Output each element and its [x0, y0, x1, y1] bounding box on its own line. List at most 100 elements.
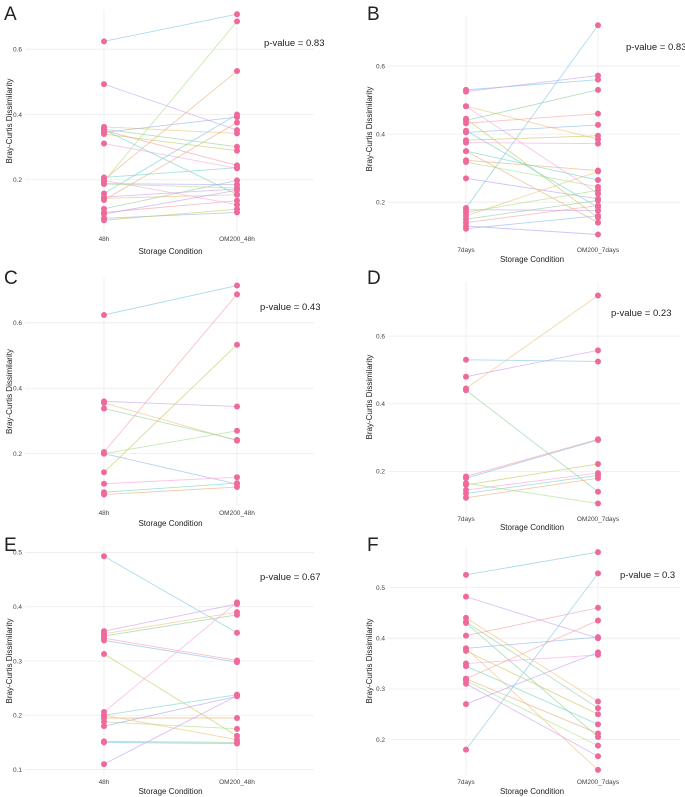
paired-line	[103, 70, 238, 181]
data-point	[234, 147, 240, 154]
paired-line	[465, 113, 599, 124]
data-point	[463, 632, 469, 639]
data-point	[463, 103, 469, 110]
data-point	[234, 474, 240, 481]
panel-letter: E	[4, 535, 17, 556]
y-axis-title: Bray-Curtis Dissimilarity	[365, 619, 374, 704]
y-axis-title: Bray-Curtis Dissimilarity	[5, 349, 14, 434]
paired-line	[103, 188, 238, 198]
panel-d: D 0.2 0.4 0.6 7days OM200_7days Storage Condit…	[365, 268, 680, 532]
paired-line	[465, 225, 599, 235]
data-point	[595, 22, 601, 29]
data-point	[234, 725, 240, 732]
paired-line	[103, 486, 238, 495]
data-point	[463, 645, 469, 652]
y-tick-label: 0.3	[13, 658, 22, 665]
paired-line	[103, 400, 238, 407]
p-value-label: p-value = 0.67	[260, 572, 320, 583]
data-point	[101, 450, 107, 457]
data-point	[595, 698, 601, 705]
data-point	[595, 766, 601, 773]
data-point	[595, 121, 601, 128]
paired-line	[465, 24, 599, 209]
paired-line	[465, 215, 599, 230]
data-point	[595, 705, 601, 712]
paired-line	[465, 150, 599, 223]
data-point	[595, 617, 601, 624]
paired-line	[465, 438, 599, 477]
y-tick-label: 0.2	[376, 469, 385, 476]
paired-line	[103, 130, 238, 166]
paired-line	[465, 142, 599, 145]
paired-line	[103, 408, 238, 441]
data-point	[595, 500, 601, 507]
data-point	[101, 211, 107, 218]
p-value-label: p-value = 0.83	[626, 42, 685, 53]
data-point	[234, 659, 240, 666]
data-point	[101, 650, 107, 657]
data-point	[595, 214, 601, 221]
paired-line	[465, 650, 599, 715]
y-tick-label: 0.6	[376, 333, 385, 340]
x-axis-title: Storage Condition	[500, 787, 564, 796]
paired-line	[465, 439, 599, 479]
paired-line	[465, 200, 599, 220]
panel-b: B 0.2 0.4 0.6 7days OM200_7days Storage Condit…	[365, 4, 685, 264]
paired-line	[103, 430, 238, 455]
y-axis-title: Bray-Curtis Dissimilarity	[365, 355, 374, 440]
y-tick-label: 0.2	[376, 199, 385, 206]
data-point	[595, 358, 601, 365]
paired-line	[103, 189, 238, 215]
paired-line	[103, 344, 238, 473]
data-point	[463, 148, 469, 155]
data-point	[595, 110, 601, 117]
panel-letter: F	[367, 535, 379, 556]
paired-line	[465, 161, 599, 188]
data-point	[101, 637, 107, 644]
data-point	[234, 692, 240, 699]
data-point	[101, 723, 107, 730]
paired-line	[465, 177, 599, 200]
data-point	[595, 488, 601, 495]
data-point	[463, 120, 469, 127]
paired-line	[465, 124, 599, 133]
data-point	[234, 291, 240, 298]
panel-a: A 0.2 0.4 0.6 48h OM200_48h Storage Condition B…	[4, 4, 324, 256]
paired-line	[465, 189, 599, 213]
data-point	[234, 611, 240, 618]
paired-line	[465, 596, 599, 639]
paired-line	[103, 482, 238, 493]
data-point	[101, 38, 107, 45]
data-point	[234, 403, 240, 410]
data-point	[101, 480, 107, 487]
y-tick-label: 0.5	[376, 585, 385, 592]
paired-line	[103, 208, 238, 221]
paired-line	[103, 83, 238, 131]
data-point	[234, 715, 240, 721]
paired-line	[465, 680, 599, 747]
data-point	[234, 191, 240, 198]
data-point	[234, 119, 240, 126]
paired-line	[103, 721, 238, 730]
data-point	[234, 130, 240, 137]
data-point	[463, 571, 469, 578]
paired-line	[465, 551, 599, 576]
data-point	[463, 593, 469, 600]
y-tick-label: 0.6	[13, 320, 22, 327]
data-point	[463, 115, 469, 122]
paired-line	[103, 714, 238, 741]
y-tick-label: 0.2	[13, 177, 22, 184]
data-point	[101, 491, 107, 498]
paired-line	[103, 167, 238, 178]
data-point	[234, 187, 240, 194]
paired-line	[465, 463, 599, 486]
paired-line	[465, 607, 599, 637]
paired-line	[103, 453, 238, 485]
paired-line	[465, 359, 599, 362]
data-point	[595, 219, 601, 226]
data-point	[463, 159, 469, 166]
data-point	[234, 436, 240, 443]
data-point	[234, 599, 240, 606]
paired-line	[103, 695, 238, 765]
data-point	[595, 140, 601, 147]
